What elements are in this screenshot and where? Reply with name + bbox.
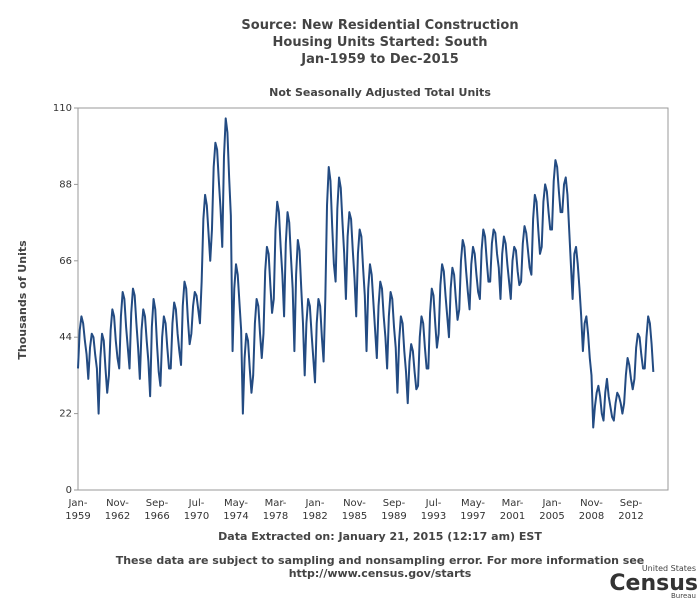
logo-main: Census <box>609 571 698 596</box>
y-tick-label: 110 <box>53 103 72 114</box>
y-tick-label: 44 <box>59 332 72 343</box>
x-tick-label: Nov-1962 <box>105 498 130 522</box>
logo-bottom: Bureau <box>671 592 696 600</box>
chart-subtitle: Not Seasonally Adjusted Total Units <box>269 86 491 99</box>
footnote: These data are subject to sampling and n… <box>116 554 645 567</box>
extracted-note: Data Extracted on: January 21, 2015 (12:… <box>218 530 542 543</box>
x-tick-label: May-1974 <box>223 498 248 522</box>
x-tick-label: Nov-2008 <box>579 498 604 522</box>
y-tick-label: 0 <box>66 485 72 496</box>
data-line <box>77 117 655 429</box>
x-tick-label: Jul-1993 <box>421 498 446 522</box>
x-tick-label: Mar-2001 <box>500 498 525 522</box>
x-tick-label: Mar-1978 <box>263 498 288 522</box>
chart-title: Jan-1959 to Dec-2015 <box>300 52 459 67</box>
x-tick-label: Nov-1985 <box>342 498 367 522</box>
x-tick-label: Jan-1959 <box>65 498 90 522</box>
y-tick-label: 22 <box>59 409 72 420</box>
chart-title: Housing Units Started: South <box>273 35 488 50</box>
x-tick-label: May-1997 <box>460 498 485 522</box>
x-tick-label: Jan-1982 <box>302 498 327 522</box>
x-tick-label: Sep-2012 <box>618 498 643 522</box>
y-axis-label: Thousands of Units <box>16 240 29 360</box>
y-tick-label: 88 <box>59 179 72 190</box>
x-tick-label: Jul-1970 <box>184 498 209 522</box>
plot-frame <box>77 107 669 491</box>
x-tick-label: Sep-1966 <box>144 498 169 522</box>
y-tick-label: 66 <box>59 256 72 267</box>
x-tick-label: Jan-2005 <box>539 498 564 522</box>
chart-title: Source: New Residential Construction <box>241 18 518 33</box>
logo-top: United States <box>642 564 696 573</box>
footnote: http://www.census.gov/starts <box>289 567 472 580</box>
x-tick-label: Sep-1989 <box>381 498 406 522</box>
